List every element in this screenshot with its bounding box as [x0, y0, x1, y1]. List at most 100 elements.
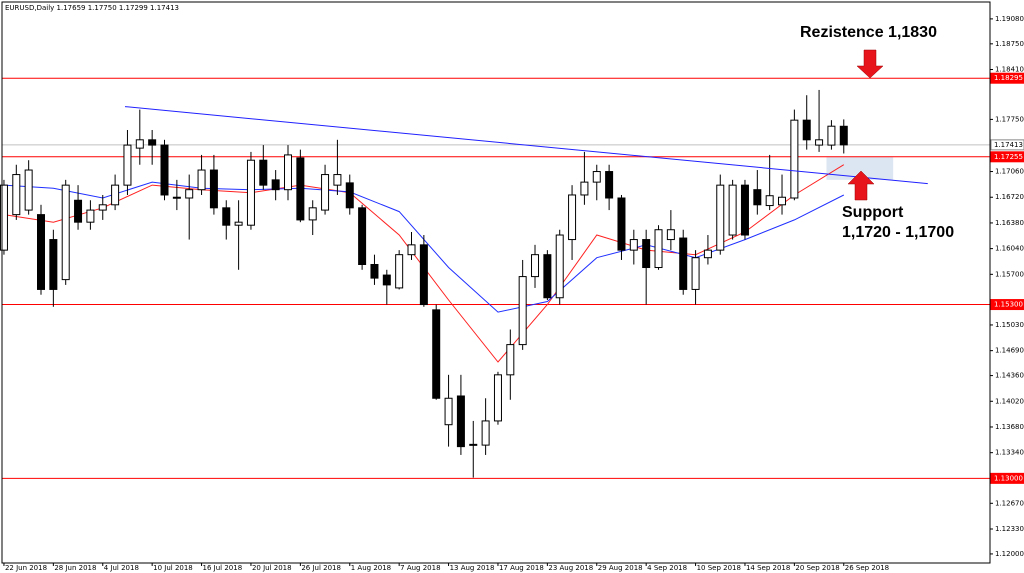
- candle-body: [728, 184, 737, 236]
- price-label-box: [990, 72, 1024, 84]
- candle-body: [395, 254, 404, 289]
- candle-body: [111, 184, 120, 206]
- candle-body: [222, 207, 231, 226]
- candle-body: [543, 254, 552, 299]
- x-tick-label: 29 Aug 2018: [598, 564, 643, 572]
- candle-body: [679, 237, 688, 290]
- candle-body: [0, 184, 8, 251]
- x-tick-label: 26 Sep 2018: [845, 564, 889, 572]
- y-tick-label: 1.12670: [995, 499, 1024, 507]
- candle-body: [358, 207, 367, 265]
- candle-body: [444, 397, 453, 426]
- candle-body: [740, 184, 749, 236]
- candle-body: [382, 274, 391, 286]
- trend-line: [124, 106, 928, 185]
- candle-body: [61, 184, 70, 281]
- annotation: Support: [842, 204, 904, 221]
- annotation: Rezistence 1,1830: [800, 24, 937, 41]
- candle-body: [246, 159, 255, 226]
- price-label-box: [990, 151, 1024, 163]
- candle-body: [370, 263, 379, 279]
- candle-body: [321, 174, 330, 211]
- candle-body: [802, 119, 811, 141]
- y-tick-label: 1.16380: [995, 219, 1024, 227]
- candle-body: [555, 234, 564, 299]
- candle-body: [98, 204, 107, 211]
- x-tick-label: 23 Aug 2018: [548, 564, 593, 572]
- candle-body: [654, 229, 663, 269]
- x-tick-label: 14 Sep 2018: [746, 564, 790, 572]
- y-tick-label: 1.13340: [995, 449, 1024, 457]
- candle-body: [197, 169, 206, 191]
- x-tick-label: 17 Aug 2018: [499, 564, 544, 572]
- candle-body: [74, 199, 83, 223]
- y-tick-label: 1.14020: [995, 397, 1024, 405]
- candle-body: [518, 276, 527, 346]
- frame: [1, 1, 991, 564]
- candle-body: [123, 144, 132, 186]
- candle-body: [666, 229, 675, 241]
- x-tick-label: 1 Aug 2018: [351, 564, 391, 572]
- price-label: 1.17413: [994, 141, 1023, 149]
- candle-body: [827, 125, 836, 146]
- price-label-box: [990, 472, 1024, 484]
- candle-body: [691, 257, 700, 290]
- support-zone: [826, 156, 894, 180]
- candle-body: [284, 154, 293, 191]
- candle-body: [24, 169, 33, 211]
- y-tick-label: 1.17060: [995, 168, 1024, 176]
- candle-body: [531, 254, 540, 278]
- price-label: 1.17255: [994, 153, 1023, 161]
- y-tick-label: 1.14690: [995, 347, 1024, 355]
- candle-body: [135, 139, 144, 149]
- x-tick-label: 13 Aug 2018: [450, 564, 495, 572]
- candle-body: [49, 239, 58, 290]
- candle-body: [209, 169, 218, 209]
- y-tick-label: 1.18410: [995, 66, 1024, 74]
- y-tick-label: 1.16720: [995, 193, 1024, 201]
- candle-body: [716, 184, 725, 251]
- y-tick-label: 1.14360: [995, 372, 1024, 380]
- y-tick-label: 1.15700: [995, 270, 1024, 278]
- candle-body: [456, 395, 465, 448]
- x-tick-label: 4 Sep 2018: [647, 564, 687, 572]
- price-label-box: [990, 139, 1024, 151]
- y-tick-label: 1.17750: [995, 115, 1024, 123]
- x-tick-label: 16 Jul 2018: [203, 564, 243, 572]
- candle-body: [778, 196, 787, 206]
- x-tick-label: 7 Aug 2018: [400, 564, 440, 572]
- y-tick-label: 1.15030: [995, 321, 1024, 329]
- candle-body: [37, 214, 46, 290]
- x-tick-label: 20 Sep 2018: [795, 564, 839, 572]
- chart-title: EURUSD,Daily 1.17659 1.17750 1.17299 1.1…: [5, 4, 179, 12]
- candle-body: [345, 182, 354, 209]
- y-tick-label: 1.18750: [995, 40, 1024, 48]
- candle-body: [86, 209, 95, 223]
- candle-body: [271, 179, 280, 191]
- candle-body: [185, 189, 194, 199]
- y-tick-label: 1.12000: [995, 550, 1024, 558]
- candle-body: [469, 443, 478, 446]
- y-tick-label: 1.16040: [995, 245, 1024, 253]
- candle-body: [234, 221, 243, 226]
- candle-body: [506, 344, 515, 376]
- price-label: 1.13000: [994, 474, 1023, 482]
- arrow-down: [856, 49, 884, 79]
- x-tick-label: 26 Jul 2018: [301, 564, 341, 572]
- candle-body: [617, 197, 626, 251]
- arrow-up: [847, 170, 875, 201]
- price-label: 1.18295: [994, 74, 1023, 82]
- candle-body: [172, 196, 181, 199]
- x-tick-label: 4 Jul 2018: [104, 564, 139, 572]
- candle-body: [580, 181, 589, 196]
- candle-body: [765, 195, 774, 207]
- x-tick-label: 22 Jun 2018: [5, 564, 47, 572]
- candle-body: [839, 125, 848, 146]
- candle-body: [790, 119, 799, 199]
- candle-body: [493, 374, 502, 422]
- candle-body: [160, 144, 169, 196]
- price-label: 1.15300: [994, 301, 1023, 309]
- candle-body: [605, 171, 614, 199]
